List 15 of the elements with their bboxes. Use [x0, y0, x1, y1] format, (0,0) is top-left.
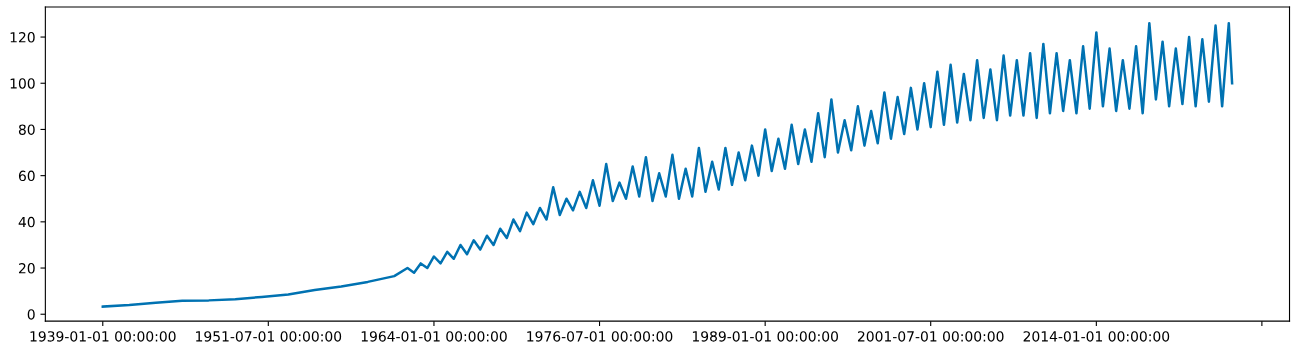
line-series: [101, 21, 1234, 308]
y-tick-label: 100: [10, 78, 35, 89]
x-tick-label: 1951-07-01 00:00:00: [196, 331, 342, 342]
x-tick-label: 1939-01-01 00:00:00: [30, 331, 176, 342]
y-tick-label: 60: [18, 170, 35, 182]
x-tick-label: 1989-01-01 00:00:00: [692, 331, 838, 342]
y-tick-label: 120: [10, 32, 35, 43]
x-tick-label: 2014-01-01 00:00:00: [1023, 331, 1170, 342]
y-tick-label: 40: [18, 216, 35, 228]
y-tick-label: 80: [18, 124, 35, 135]
y-tick-label: 0: [27, 309, 35, 320]
x-tick-label: 1964-01-01 00:00:00: [361, 331, 507, 342]
x-tick-label: 2001-07-01 00:00:00: [857, 331, 1004, 342]
x-tick-label: 1976-07-01 00:00:00: [527, 331, 673, 342]
y-tick-label: 20: [18, 263, 35, 274]
